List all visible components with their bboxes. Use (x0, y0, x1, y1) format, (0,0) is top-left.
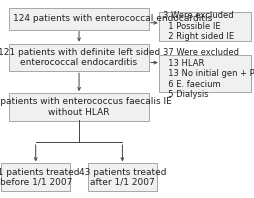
Text: 43 patients treated
after 1/1 2007: 43 patients treated after 1/1 2007 (78, 168, 166, 187)
FancyBboxPatch shape (159, 12, 250, 41)
FancyBboxPatch shape (1, 163, 70, 191)
Text: 41 patients treated
before 1/1 2007: 41 patients treated before 1/1 2007 (0, 168, 79, 187)
Text: 121 patients with definite left sided
enterococcal endocarditis: 121 patients with definite left sided en… (0, 48, 160, 67)
FancyBboxPatch shape (88, 163, 156, 191)
Text: 124 patients with enterococcal endocarditis: 124 patients with enterococcal endocardi… (13, 14, 211, 23)
FancyBboxPatch shape (159, 55, 250, 92)
FancyBboxPatch shape (9, 93, 149, 121)
Text: 84 patients with enterococcus faecalis IE
without HLAR: 84 patients with enterococcus faecalis I… (0, 97, 171, 117)
Text: 37 Were excluded
  13 HLAR
  13 No initial gen + Pc/amp
  6 E. faecium
  5 Dialy: 37 Were excluded 13 HLAR 13 No initial g… (163, 49, 254, 99)
Text: 3 Were excluded
  1 Possible IE
  2 Right sided IE: 3 Were excluded 1 Possible IE 2 Right si… (163, 11, 233, 41)
FancyBboxPatch shape (9, 44, 149, 71)
FancyBboxPatch shape (9, 8, 149, 30)
